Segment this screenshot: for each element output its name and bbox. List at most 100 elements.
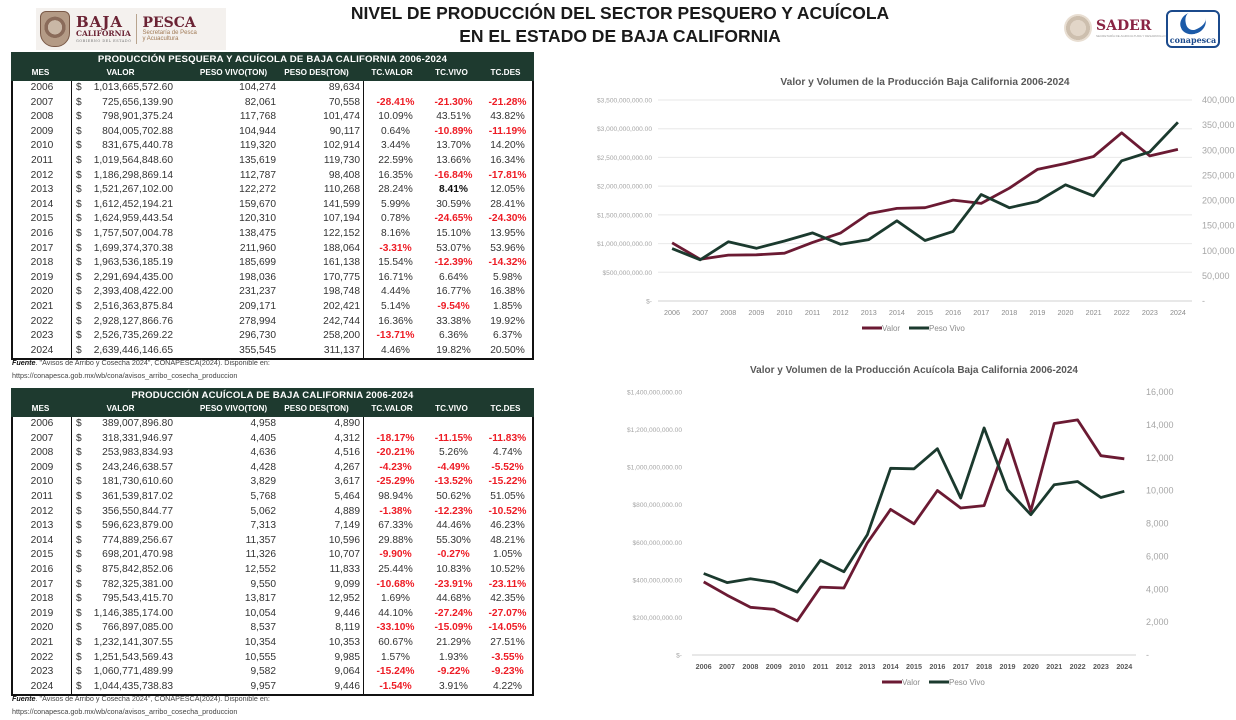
cell-tc-des: 20.50% xyxy=(490,344,525,356)
x-tick-label: 2006 xyxy=(664,308,680,317)
table-body: 2006 $389,007,896.80 4,958 4,890 2007 $318,33… xyxy=(11,417,534,697)
y-left-tick-label: $2,500,000,000.00 xyxy=(597,155,652,162)
table-row: 2006 $1,013,665,572.60 104,274 89,634 xyxy=(13,81,532,96)
cell-peso-vivo: 198,036 xyxy=(239,271,276,283)
cell-currency-sign: $ xyxy=(76,432,82,444)
cell-mes: 2019 xyxy=(13,606,72,622)
cell-tc-des: 16.38% xyxy=(490,286,525,298)
x-tick-label: 2007 xyxy=(719,662,735,671)
cell-peso-vivo: 12,552 xyxy=(244,563,276,575)
y-left-tick-label: $1,000,000,000.00 xyxy=(597,241,652,248)
chart-title: Valor y Volumen de la Producción Acuícol… xyxy=(750,365,1078,376)
cell-tc-vivo: -9.54% xyxy=(437,300,470,312)
table-row: 2016 $1,757,507,004.78 138,475 122,152 8.16%… xyxy=(13,226,532,242)
source-label: Fuente xyxy=(12,694,36,703)
y-right-tick-label: - xyxy=(1202,296,1205,306)
cell-peso-vivo: 9,957 xyxy=(250,680,277,692)
cell-tc-des: 13.95% xyxy=(490,227,525,239)
cell-valor: 2,291,694,435.00 xyxy=(93,271,173,283)
x-tick-label: 2020 xyxy=(1023,662,1039,671)
x-tick-label: 2021 xyxy=(1046,662,1062,671)
cell-valor: 318,331,946.97 xyxy=(102,432,173,444)
cell-peso-des: 102,914 xyxy=(276,139,364,154)
y-right-tick-label: - xyxy=(1146,650,1149,660)
cell-valor: 596,623,879.00 xyxy=(102,520,173,532)
cell-mes: 2010 xyxy=(13,139,72,154)
cell-tc-des: 51.05% xyxy=(490,490,525,502)
cell-currency-sign: $ xyxy=(76,257,82,269)
cell-mes: 2024 xyxy=(13,679,72,695)
cell-currency-sign: $ xyxy=(76,636,82,648)
cell-valor: 725,656,139.90 xyxy=(102,96,173,108)
cell-tc-des: -3.55% xyxy=(491,651,524,663)
cell-tc-des: 4.74% xyxy=(493,447,522,459)
table-row: 2011 $361,539,817.02 5,768 5,464 98.94% 50.62… xyxy=(13,489,532,505)
cell-peso-vivo: 9,582 xyxy=(250,666,277,678)
cell-tc-vivo: -10.89% xyxy=(434,125,473,137)
column-header-des: PESO DES(TON) xyxy=(284,404,349,413)
y-right-tick-label: 100,000 xyxy=(1202,246,1235,256)
cell-currency-sign: $ xyxy=(76,505,82,517)
table-row: 2012 $356,550,844.77 5,062 4,889 -1.38% -12.2… xyxy=(13,504,532,520)
cell-currency-sign: $ xyxy=(76,271,82,283)
cell-currency-sign: $ xyxy=(76,680,82,692)
table-row: 2009 $804,005,702.88 104,944 90,117 0.64% -10… xyxy=(13,124,532,140)
cell-peso-vivo: 120,310 xyxy=(239,213,276,225)
cell-tc-vivo: 44.68% xyxy=(436,593,471,605)
logo-text-gobierno: GOBIERNO DEL ESTADO xyxy=(76,38,132,43)
cell-tc-valor: 22.59% xyxy=(378,154,413,166)
cell-peso-des: 4,267 xyxy=(276,460,364,476)
y-right-tick-label: 150,000 xyxy=(1202,221,1235,231)
table-pesquera-acuicola: PRODUCCIÓN PESQUERA Y ACUÍCOLA DE BAJA C… xyxy=(11,52,534,361)
cell-valor: 356,550,844.77 xyxy=(102,505,173,517)
table-row: 2021 $2,516,363,875.84 209,171 202,421 5.14%… xyxy=(13,299,532,315)
chart-produccion-acuicola: Valor y Volumen de la Producción Acuícol… xyxy=(590,355,1236,700)
chart-produccion-total-svg: Valor y Volumen de la Producción Baja Ca… xyxy=(597,77,1235,333)
cell-tc-valor: 44.10% xyxy=(378,607,413,619)
source-url[interactable]: https://conapesca.gob.mx/wb/cona/avisos_… xyxy=(12,370,238,380)
cell-peso-des: 311,137 xyxy=(276,343,364,359)
x-tick-label: 2019 xyxy=(999,662,1015,671)
table-row: 2008 $798,901,375.24 117,768 101,474 10.09% 4… xyxy=(13,110,532,125)
table-row: 2023 $2,526,735,269.22 296,730 258,200 -13.7… xyxy=(13,329,532,344)
cell-peso-des: 10,353 xyxy=(276,635,364,651)
cell-tc-valor: 98.94% xyxy=(378,490,413,502)
cell-tc-valor: -20.21% xyxy=(376,447,415,459)
cell-valor: 1,186,298,869.14 xyxy=(93,169,173,181)
cell-mes: 2009 xyxy=(13,460,72,476)
cell-tc-des: 48.21% xyxy=(490,534,525,546)
cell-valor: 1,232,141,307.55 xyxy=(93,636,173,648)
cell-currency-sign: $ xyxy=(76,242,82,254)
cell-mes: 2021 xyxy=(13,299,72,315)
column-header-vivo: PESO VIVO(TON) xyxy=(199,404,268,413)
cell-currency-sign: $ xyxy=(76,622,82,634)
cell-peso-vivo: 4,405 xyxy=(250,432,277,444)
cell-tc-des: -14.05% xyxy=(488,622,527,634)
cell-peso-des: 258,200 xyxy=(276,329,364,344)
cell-tc-valor: 10.09% xyxy=(378,111,413,123)
cell-tc-vivo: -21.30% xyxy=(434,96,473,108)
source-note-2: Fuente. "Avisos de Arribo y Cosecha 2024… xyxy=(12,693,270,718)
y-right-tick-label: 14,000 xyxy=(1146,420,1174,430)
cell-valor: 1,251,543,569.43 xyxy=(93,651,173,663)
cell-mes: 2010 xyxy=(13,475,72,490)
cell-mes: 2009 xyxy=(13,124,72,140)
x-tick-label: 2016 xyxy=(929,662,945,671)
cell-peso-des: 11,833 xyxy=(276,562,364,578)
cell-currency-sign: $ xyxy=(76,286,82,298)
cell-tc-vivo xyxy=(424,81,483,96)
cell-tc-valor: 3.44% xyxy=(381,140,410,152)
source-url[interactable]: https://conapesca.gob.mx/wb/cona/avisos_… xyxy=(12,706,238,716)
column-header-des: PESO DES(TON) xyxy=(284,68,349,77)
cell-peso-des: 188,064 xyxy=(276,241,364,257)
x-tick-label: 2009 xyxy=(766,662,782,671)
cell-peso-vivo: 10,354 xyxy=(244,636,276,648)
cell-tc-valor: -4.23% xyxy=(379,461,412,473)
cell-peso-des: 4,889 xyxy=(276,504,364,520)
cell-tc-valor: -1.38% xyxy=(379,505,412,517)
series-line-valor xyxy=(703,418,1125,623)
cell-peso-vivo: 4,958 xyxy=(250,418,277,429)
table-row: 2017 $1,699,374,370.38 211,960 188,064 -3.31… xyxy=(13,241,532,257)
cell-peso-des: 9,064 xyxy=(276,665,364,680)
cell-peso-vivo: 296,730 xyxy=(239,330,276,342)
